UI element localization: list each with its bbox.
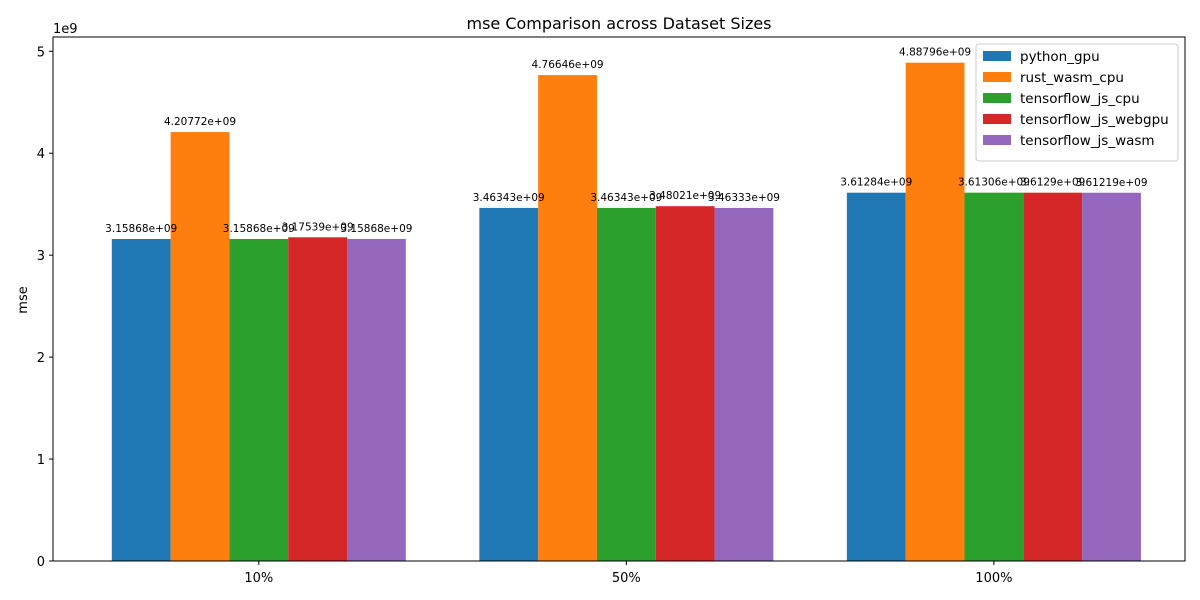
bar-value-label: 3.6129e+09 (1020, 177, 1085, 189)
bar-tensorflow_js_wasm-2 (1082, 192, 1141, 561)
y-tick-label: 4 (37, 147, 45, 162)
bar-python_gpu-2 (846, 192, 906, 561)
plot-frame (52, 36, 1186, 562)
bar-tensorflow_js_webgpu-0 (288, 237, 348, 561)
legend: python_gpu rust_wasm_cpu tensorflow_js_cpu… (975, 43, 1179, 162)
bar-value-label: 3.61219e+09 (1075, 177, 1147, 189)
y-tick-label: 3 (37, 249, 45, 264)
bar-value-label: 3.61284e+09 (840, 177, 912, 189)
bar-value-label: 3.15868e+09 (105, 223, 177, 235)
y-tick-label: 0 (37, 555, 45, 570)
bar-labels-layer: 3.15868e+09 3.46343e+09 3.61284e+09 4.20772… (105, 47, 1147, 235)
bar-rust_wasm_cpu-0 (170, 132, 230, 561)
bar-tensorflow_js_wasm-1 (714, 207, 774, 561)
y-axis-multiplier: 1e9 (53, 22, 78, 37)
bars-layer (111, 62, 1141, 562)
bar-value-label: 4.76646e+09 (532, 59, 604, 71)
legend-swatch (983, 135, 1011, 145)
bar-value-label: 3.48021e+09 (649, 190, 721, 202)
bar-tensorflow_js_wasm-0 (347, 238, 406, 562)
y-axis-label: mse (16, 286, 31, 313)
axes-layer: 0 1 2 3 4 5 10% 50% 100% (37, 36, 1186, 586)
bar-python_gpu-0 (111, 238, 171, 562)
legend-label: tensorflow_js_webgpu (1020, 112, 1169, 128)
bar-value-label: 3.46343e+09 (590, 192, 662, 204)
bar-value-label: 4.20772e+09 (164, 116, 236, 128)
x-tick-label: 10% (244, 571, 273, 586)
bar-value-label: 3.15868e+09 (223, 223, 295, 235)
bar-value-label: 3.61306e+09 (958, 177, 1030, 189)
bar-value-label: 4.88796e+09 (899, 47, 971, 59)
bar-value-label: 3.17539e+09 (282, 221, 354, 233)
legend-label: tensorflow_js_wasm (1020, 133, 1155, 149)
legend-swatch (983, 72, 1011, 82)
bar-python_gpu-1 (479, 207, 539, 561)
bar-tensorflow_js_cpu-1 (596, 207, 656, 561)
legend-swatch (983, 51, 1011, 61)
bar-tensorflow_js_webgpu-2 (1023, 192, 1083, 561)
bar-value-label: 3.15868e+09 (340, 223, 412, 235)
x-tick-label: 100% (975, 571, 1012, 586)
bar-value-label: 3.46333e+09 (708, 192, 780, 204)
y-tick-label: 5 (37, 45, 45, 60)
legend-label: python_gpu (1020, 49, 1100, 65)
bar-tensorflow_js_cpu-0 (229, 238, 289, 562)
legend-label: tensorflow_js_cpu (1020, 91, 1140, 107)
legend-swatch (983, 114, 1011, 124)
bar-rust_wasm_cpu-2 (905, 62, 965, 562)
chart-title: mse Comparison across Dataset Sizes (466, 14, 771, 33)
bar-tensorflow_js_webgpu-1 (655, 206, 715, 561)
bar-value-label: 3.46343e+09 (473, 192, 545, 204)
legend-swatch (983, 93, 1011, 103)
bar-rust_wasm_cpu-1 (538, 75, 597, 561)
x-tick-label: 50% (612, 571, 641, 586)
bar-tensorflow_js_cpu-2 (964, 192, 1024, 561)
y-tick-label: 1 (37, 453, 45, 468)
legend-box (975, 43, 1179, 162)
legend-label: rust_wasm_cpu (1020, 70, 1124, 86)
y-tick-label: 2 (37, 351, 45, 366)
